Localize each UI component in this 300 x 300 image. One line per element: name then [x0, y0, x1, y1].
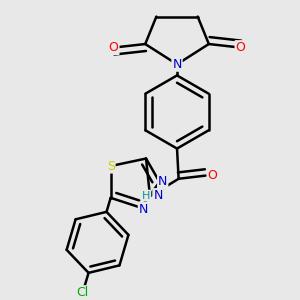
Text: N: N: [153, 189, 163, 202]
Text: N: N: [158, 176, 167, 188]
Text: O: O: [109, 41, 118, 54]
Text: S: S: [106, 160, 115, 172]
Text: Cl: Cl: [76, 286, 89, 299]
Text: H: H: [142, 190, 150, 201]
Text: O: O: [208, 169, 218, 182]
Text: N: N: [139, 203, 148, 216]
Text: N: N: [172, 58, 182, 71]
Text: O: O: [236, 41, 245, 54]
